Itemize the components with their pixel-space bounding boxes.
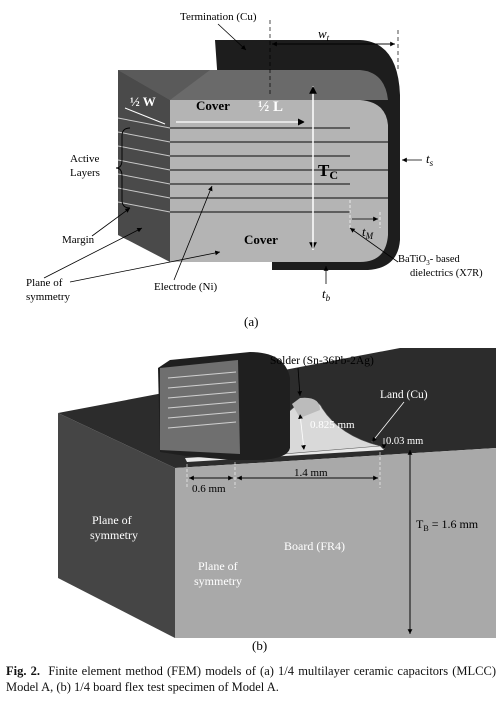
- active-label-1: Active: [70, 153, 99, 165]
- plane-left-2: symmetry: [90, 528, 138, 542]
- capacitor-b: [160, 360, 240, 454]
- tb-label: tb: [322, 286, 331, 303]
- tb-dimension: TB = 1.6 mm: [416, 517, 479, 533]
- figure-a: Termination (Cu) wt ½ W Cover ½ L TC ts …: [26, 11, 483, 329]
- electrode-label: Electrode (Ni): [154, 281, 218, 293]
- caption-text: Finite element method (FEM) models of (a…: [6, 664, 496, 694]
- active-label-2: Layers: [70, 167, 100, 179]
- plane-front-2: symmetry: [194, 574, 242, 588]
- margin-label: Margin: [62, 234, 95, 246]
- termination-label: Termination (Cu): [180, 11, 257, 23]
- electrode-lines: [170, 127, 388, 213]
- figure-b: Solder (Sn-36Pb-2Ag) Land (Cu) 0.825 mm …: [58, 348, 496, 653]
- dim-003: 0.03 mm: [386, 436, 423, 447]
- cover-top-label: Cover: [196, 98, 230, 113]
- tm-label: tM: [362, 224, 374, 241]
- dim-06: 0.6 mm: [192, 483, 226, 495]
- figure-b-label: (b): [252, 638, 267, 653]
- front-face: [170, 100, 388, 262]
- plane-left-1: Plane of: [92, 513, 132, 527]
- wt-label: wt: [318, 26, 330, 43]
- half-l-label: ½ L: [258, 99, 283, 115]
- board-front-face: [175, 448, 496, 638]
- figure-caption: Fig. 2. Finite element method (FEM) mode…: [6, 664, 496, 695]
- plane-label-1: Plane of: [26, 277, 63, 289]
- solder-label: Solder (Sn-36Pb-2Ag): [270, 355, 374, 367]
- dielectric-label-2: dielectrics (X7R): [410, 268, 483, 279]
- figure-a-label: (a): [244, 314, 258, 329]
- board-left-face: [58, 413, 175, 638]
- dielectric-label-1: BaTiO3- based: [398, 254, 460, 267]
- land-label: Land (Cu): [380, 389, 428, 401]
- board-label: Board (FR4): [284, 539, 345, 553]
- plane-front-1: Plane of: [198, 559, 238, 573]
- half-w-label: ½ W: [130, 94, 156, 109]
- caption-prefix: Fig. 2.: [6, 664, 41, 678]
- tc-label: TC: [318, 161, 338, 182]
- dim-14: 1.4 mm: [294, 467, 328, 479]
- side-face: [118, 70, 170, 262]
- cover-bottom-label: Cover: [244, 232, 278, 247]
- dim-0825: 0.825 mm: [310, 419, 355, 431]
- plane-label-2: symmetry: [26, 291, 70, 303]
- ts-label: ts: [426, 151, 434, 168]
